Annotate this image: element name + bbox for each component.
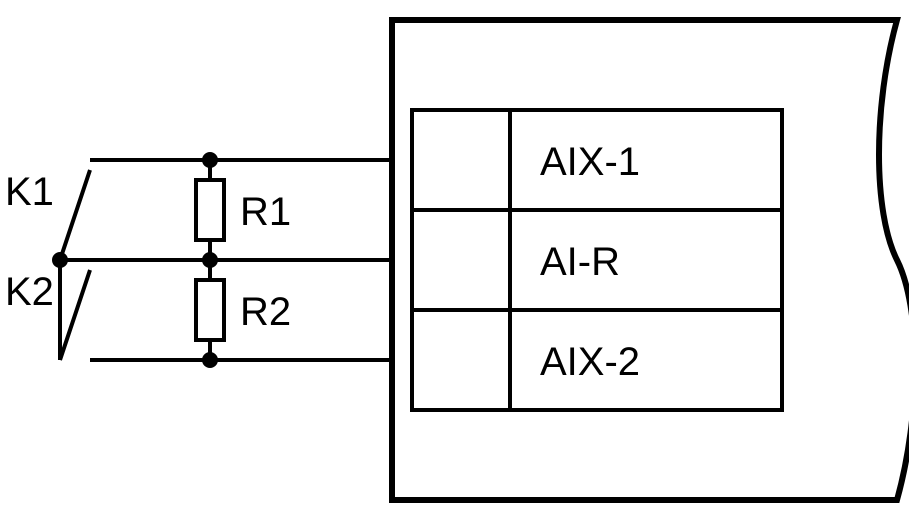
terminal-label-0: AIX-1 (540, 140, 640, 184)
terminal-block: AIX-1 AI-R AIX-2 (392, 20, 909, 500)
resistor-r2: R2 (196, 260, 291, 360)
circuit-diagram: AIX-1 AI-R AIX-2 K1 K2 R1 R2 (0, 0, 909, 517)
terminal-label-1: AI-R (540, 240, 620, 284)
resistor-r2-label: R2 (240, 290, 291, 334)
switch-k1: K1 (5, 160, 90, 260)
switch-k1-label: K1 (5, 170, 54, 214)
switch-k2-label: K2 (5, 270, 54, 314)
terminal-label-2: AIX-2 (540, 340, 640, 384)
switch-k2: K2 (5, 260, 90, 360)
resistor-r1-label: R1 (240, 190, 291, 234)
resistor-r1: R1 (196, 160, 291, 260)
